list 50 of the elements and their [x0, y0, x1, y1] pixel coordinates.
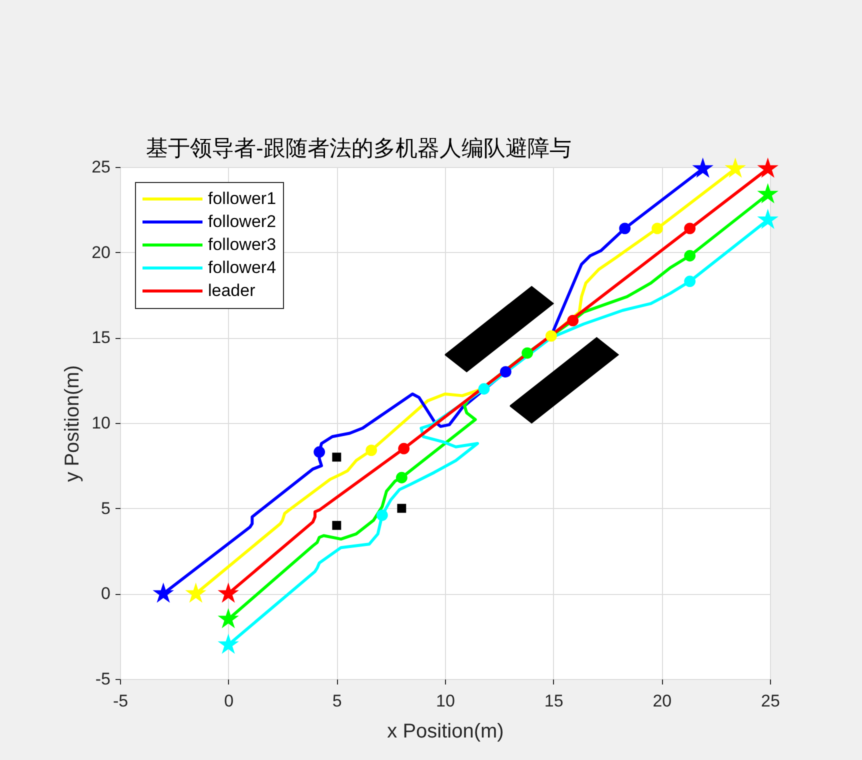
point: [757, 158, 778, 178]
point: [332, 520, 342, 530]
point: [396, 472, 408, 484]
legend-label: follower3: [208, 235, 276, 254]
point: [522, 347, 534, 359]
point: [398, 442, 410, 454]
point: [185, 582, 206, 603]
chart-title: 基于领导者-跟随者法的多机器人编队避障与: [146, 136, 572, 161]
point: [218, 608, 239, 628]
point: [757, 183, 778, 204]
point: [332, 452, 342, 462]
y-tick-label: 5: [101, 498, 110, 518]
legend-label: follower1: [208, 189, 276, 208]
point: [684, 276, 696, 288]
point: [500, 366, 512, 378]
x-tick-label: 0: [224, 692, 234, 710]
point: [724, 158, 746, 178]
point: [545, 330, 557, 342]
point: [218, 582, 239, 603]
legend-label: follower2: [208, 212, 276, 231]
point: [218, 634, 239, 654]
x-tick-label: 5: [332, 692, 342, 710]
x-tick-label: 25: [761, 692, 780, 710]
legend-label: leader: [208, 281, 256, 300]
y-tick-label: 10: [92, 414, 110, 432]
y-tick-label: 25: [92, 158, 110, 176]
point: [366, 444, 378, 456]
x-tick-label: 15: [544, 692, 564, 710]
point: [692, 158, 714, 178]
y-tick-label: 0: [101, 584, 110, 604]
legend-label: follower4: [208, 258, 276, 277]
y-tick-label: 15: [92, 328, 110, 348]
x-axis-title: x Position(m): [387, 720, 504, 742]
y-axis-title: y Position(m): [62, 365, 84, 482]
y-tick-label: -5: [95, 670, 110, 688]
x-tick-label: -5: [112, 692, 128, 710]
point: [619, 222, 631, 234]
point: [376, 509, 388, 521]
x-tick-label: 20: [652, 692, 672, 710]
point: [567, 314, 579, 326]
point: [314, 446, 326, 458]
point: [652, 222, 664, 234]
point: [684, 222, 696, 234]
point: [397, 504, 406, 513]
x-tick-label: 10: [436, 692, 455, 710]
point: [152, 582, 174, 603]
y-tick-label: 20: [92, 242, 110, 262]
point: [757, 208, 778, 229]
point: [684, 250, 696, 262]
point: [478, 383, 490, 395]
